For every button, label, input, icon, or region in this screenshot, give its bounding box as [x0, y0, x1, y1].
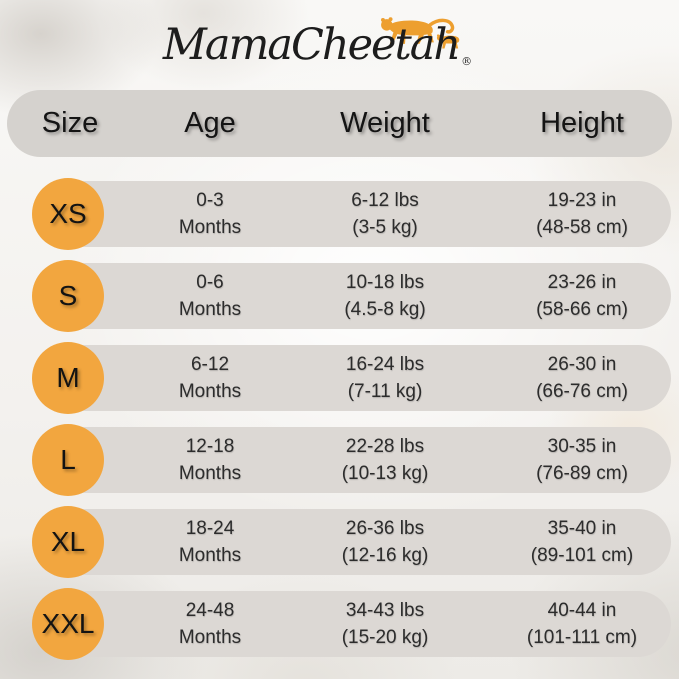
age-range: 0-6	[196, 272, 224, 293]
size-row-s: S 0-6 Months 10-18 lbs (4.5-8 kg) 23-26 …	[0, 260, 679, 332]
height-cm: (48-58 cm)	[536, 217, 628, 238]
height-in: 35-40 in	[547, 518, 617, 539]
size-badge-xl: XL	[32, 506, 104, 578]
height-cm: (66-76 cm)	[536, 381, 628, 402]
age-unit: Months	[178, 381, 242, 402]
age-cell: 18-24 Months	[130, 509, 290, 575]
cheetah-icon	[380, 17, 460, 49]
size-row-l: L 12-18 Months 22-28 lbs (10-13 kg) 30-3…	[0, 424, 679, 496]
weight-kg: (4.5-8 kg)	[344, 299, 426, 320]
header-age: Age	[184, 107, 236, 139]
age-range: 18-24	[185, 518, 235, 539]
age-cell: 24-48 Months	[130, 591, 290, 657]
size-badge-l: L	[32, 424, 104, 496]
height-cell: 23-26 in (58-66 cm)	[487, 263, 677, 329]
age-unit: Months	[178, 545, 242, 566]
age-range: 12-18	[185, 436, 235, 457]
weight-cell: 10-18 lbs (4.5-8 kg)	[295, 263, 475, 329]
weight-cell: 26-36 lbs (12-16 kg)	[295, 509, 475, 575]
row-background	[52, 509, 671, 575]
header-height: Height	[540, 107, 624, 139]
row-background	[52, 263, 671, 329]
header-size: Size	[41, 107, 99, 139]
age-cell: 0-3 Months	[130, 181, 290, 247]
height-cm: (76-89 cm)	[536, 463, 628, 484]
table-header-background	[7, 90, 672, 157]
age-cell: 12-18 Months	[130, 427, 290, 493]
table-header-row: Size Age Weight Height	[0, 90, 679, 157]
weight-cell: 6-12 lbs (3-5 kg)	[295, 181, 475, 247]
weight-kg: (12-16 kg)	[341, 545, 429, 566]
age-unit: Months	[178, 299, 242, 320]
row-background	[52, 345, 671, 411]
brand-name: MamaCheetah ®	[0, 20, 657, 70]
size-row-xxl: XXL 24-48 Months 34-43 lbs (15-20 kg) 40…	[0, 588, 679, 660]
size-badge-xs: XS	[32, 178, 104, 250]
height-cm: (58-66 cm)	[536, 299, 628, 320]
size-row-xs: XS 0-3 Months 6-12 lbs (3-5 kg) 19-23 in…	[0, 178, 679, 250]
registered-mark: ®	[461, 55, 473, 68]
weight-cell: 22-28 lbs (10-13 kg)	[295, 427, 475, 493]
age-range: 0-3	[196, 190, 224, 211]
row-background	[52, 181, 671, 247]
age-unit: Months	[178, 627, 242, 648]
height-cm: (101-111 cm)	[526, 627, 638, 648]
weight-kg: (7-11 kg)	[347, 381, 423, 402]
age-range: 24-48	[185, 600, 235, 621]
brand-logo: MamaCheetah ®	[0, 6, 679, 90]
height-in: 30-35 in	[547, 436, 617, 457]
height-cell: 19-23 in (48-58 cm)	[487, 181, 677, 247]
age-cell: 0-6 Months	[130, 263, 290, 329]
size-badge-m: M	[32, 342, 104, 414]
height-cell: 30-35 in (76-89 cm)	[487, 427, 677, 493]
height-cell: 35-40 in (89-101 cm)	[487, 509, 677, 575]
weight-cell: 34-43 lbs (15-20 kg)	[295, 591, 475, 657]
weight-lbs: 10-18 lbs	[345, 272, 425, 293]
height-cell: 40-44 in (101-111 cm)	[487, 591, 677, 657]
size-badge-xxl: XXL	[32, 588, 104, 660]
size-row-m: M 6-12 Months 16-24 lbs (7-11 kg) 26-30 …	[0, 342, 679, 414]
weight-kg: (10-13 kg)	[341, 463, 429, 484]
weight-kg: (3-5 kg)	[352, 217, 418, 238]
age-cell: 6-12 Months	[130, 345, 290, 411]
height-cell: 26-30 in (66-76 cm)	[487, 345, 677, 411]
weight-lbs: 34-43 lbs	[345, 600, 425, 621]
weight-lbs: 16-24 lbs	[345, 354, 425, 375]
height-in: 26-30 in	[547, 354, 617, 375]
brand-name-text: MamaCheetah	[162, 20, 461, 70]
weight-lbs: 26-36 lbs	[345, 518, 425, 539]
weight-kg: (15-20 kg)	[341, 627, 429, 648]
height-cm: (89-101 cm)	[530, 545, 634, 566]
row-background	[52, 591, 671, 657]
size-badge-s: S	[32, 260, 104, 332]
height-in: 40-44 in	[547, 600, 617, 621]
age-range: 6-12	[190, 354, 230, 375]
height-in: 19-23 in	[547, 190, 617, 211]
age-unit: Months	[178, 463, 242, 484]
header-weight: Weight	[340, 107, 430, 139]
weight-lbs: 22-28 lbs	[345, 436, 425, 457]
age-unit: Months	[178, 217, 242, 238]
weight-lbs: 6-12 lbs	[351, 190, 419, 211]
size-row-xl: XL 18-24 Months 26-36 lbs (12-16 kg) 35-…	[0, 506, 679, 578]
height-in: 23-26 in	[547, 272, 617, 293]
weight-cell: 16-24 lbs (7-11 kg)	[295, 345, 475, 411]
row-background	[52, 427, 671, 493]
